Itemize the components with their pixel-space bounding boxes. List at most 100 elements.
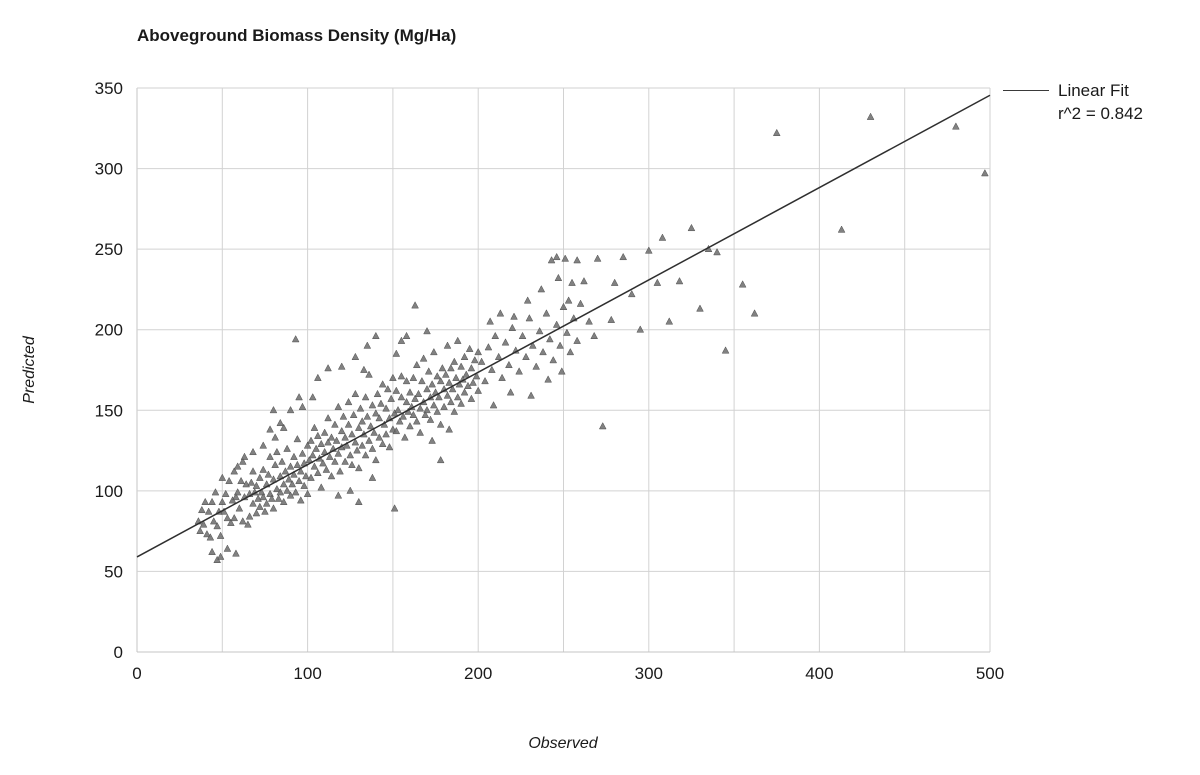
data-point <box>644 246 653 254</box>
data-point <box>235 504 244 512</box>
data-point <box>489 401 498 409</box>
data-point <box>593 254 602 262</box>
data-point <box>424 367 433 375</box>
data-point <box>372 409 380 417</box>
data-point <box>368 401 377 409</box>
data-point <box>356 404 365 412</box>
data-point <box>233 462 242 470</box>
data-point <box>411 394 419 402</box>
data-point <box>276 418 285 427</box>
data-point <box>256 502 264 510</box>
data-point <box>573 256 581 264</box>
data-point <box>295 393 303 401</box>
data-point <box>339 412 348 420</box>
data-point <box>271 460 280 468</box>
data-point <box>259 492 268 501</box>
data-point <box>576 299 585 307</box>
data-point <box>389 373 397 381</box>
data-point <box>501 338 510 346</box>
data-point <box>470 355 479 364</box>
data-point <box>366 422 375 430</box>
data-point <box>552 320 561 328</box>
data-point <box>522 352 530 360</box>
data-point <box>430 347 438 356</box>
data-point <box>341 457 349 465</box>
data-point <box>216 552 225 560</box>
data-point <box>477 357 486 365</box>
x-tick-label: 300 <box>635 664 663 683</box>
data-point <box>211 488 220 496</box>
data-point <box>445 378 454 386</box>
data-point <box>406 422 414 430</box>
data-point <box>373 389 382 398</box>
data-point <box>402 376 411 385</box>
data-point <box>247 478 256 486</box>
data-point <box>506 388 515 396</box>
data-point <box>269 504 278 512</box>
data-point <box>450 407 459 415</box>
data-point <box>457 362 465 370</box>
data-point <box>361 393 370 401</box>
data-point <box>406 388 414 396</box>
data-point <box>494 352 503 360</box>
data-point <box>223 544 232 552</box>
data-point <box>433 372 442 380</box>
data-point <box>450 357 459 365</box>
data-point <box>585 317 593 325</box>
data-point <box>307 473 315 481</box>
data-point <box>498 373 506 381</box>
y-tick-label: 100 <box>95 482 123 501</box>
data-point <box>237 476 245 485</box>
gridlines <box>136 87 991 653</box>
data-point <box>232 492 240 501</box>
data-point <box>525 314 534 322</box>
data-point <box>288 480 297 488</box>
data-point <box>351 438 360 446</box>
data-point <box>412 417 421 425</box>
data-point <box>365 436 373 444</box>
data-point <box>561 254 570 262</box>
data-point <box>460 388 469 396</box>
data-point <box>721 346 730 354</box>
data-point <box>607 315 616 323</box>
data-point <box>375 433 384 441</box>
data-point <box>208 547 216 555</box>
data-point <box>346 486 355 494</box>
data-point <box>554 273 563 281</box>
data-point <box>331 457 339 465</box>
data-point <box>343 441 351 449</box>
data-point <box>348 430 356 438</box>
data-point <box>365 370 373 378</box>
data-point <box>544 375 552 383</box>
data-point <box>264 470 273 478</box>
data-point <box>750 309 759 317</box>
data-point <box>469 378 477 386</box>
data-point <box>324 414 332 422</box>
x-tick-label: 400 <box>805 664 833 683</box>
data-point <box>354 423 363 431</box>
data-point <box>256 473 264 481</box>
data-point <box>285 475 293 483</box>
data-point <box>568 278 576 286</box>
data-point <box>317 483 326 491</box>
data-point <box>349 410 358 418</box>
data-point <box>218 497 227 505</box>
data-point <box>283 444 291 452</box>
data-point <box>332 436 341 444</box>
data-point <box>266 452 274 460</box>
data-point <box>556 341 564 349</box>
data-point <box>441 370 450 378</box>
data-point <box>336 467 344 475</box>
data-point <box>675 277 684 285</box>
data-point <box>273 484 281 493</box>
data-point <box>225 476 233 485</box>
data-point <box>557 367 566 375</box>
data-point <box>227 518 235 526</box>
data-point <box>952 122 960 130</box>
data-point <box>397 336 406 344</box>
data-point <box>375 414 384 422</box>
data-point <box>372 331 380 340</box>
data-point <box>232 549 240 557</box>
data-point <box>363 412 372 420</box>
data-point <box>453 336 462 344</box>
